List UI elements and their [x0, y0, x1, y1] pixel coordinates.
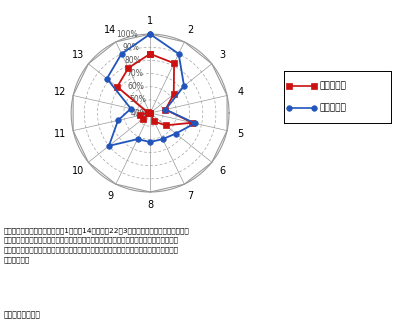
Text: 大手事業者: 大手事業者	[320, 104, 346, 113]
Text: 70%: 70%	[126, 69, 143, 78]
Text: 5: 5	[237, 129, 243, 139]
Text: 90%: 90%	[123, 43, 140, 52]
Text: 80%: 80%	[125, 56, 141, 65]
Text: 4: 4	[237, 88, 243, 98]
Text: 3: 3	[219, 50, 226, 60]
Text: 11: 11	[54, 129, 66, 139]
Text: （注）レーダーチャート中の（1）〜（14）は平成22年3月に策定・公表した「運輸事業
　　　者における安全管理の進め方に関するガイドライン〜輸送の安全性のさらな: （注）レーダーチャート中の（1）〜（14）は平成22年3月に策定・公表した「運輸…	[4, 227, 190, 263]
Text: 12: 12	[54, 88, 66, 98]
Text: 13: 13	[72, 50, 84, 60]
Text: 60%: 60%	[128, 82, 145, 91]
Text: 1: 1	[147, 16, 153, 26]
Text: 100%: 100%	[117, 30, 138, 39]
Text: 中小事業者: 中小事業者	[320, 81, 346, 90]
Text: 8: 8	[147, 201, 153, 210]
Text: 50%: 50%	[129, 96, 146, 104]
Text: 2: 2	[187, 25, 193, 35]
Text: 40%: 40%	[131, 109, 148, 118]
Text: 10: 10	[72, 166, 84, 176]
Text: 資料）国土交通省: 資料）国土交通省	[4, 310, 41, 319]
Text: 6: 6	[219, 166, 226, 176]
Text: 9: 9	[107, 191, 113, 201]
Text: 14: 14	[104, 25, 116, 35]
Text: 7: 7	[187, 191, 193, 201]
